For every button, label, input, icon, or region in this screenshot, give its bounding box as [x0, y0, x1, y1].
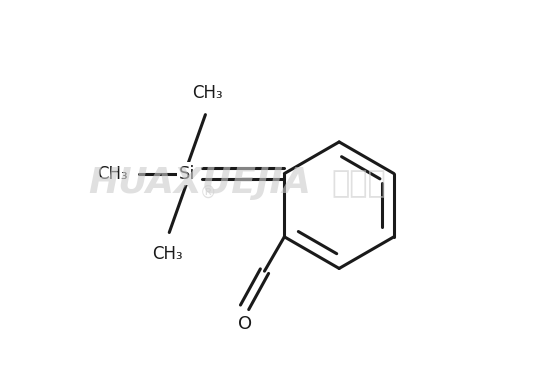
Text: ®: ®: [200, 184, 216, 201]
Text: O: O: [238, 315, 252, 333]
Text: 化学加: 化学加: [331, 169, 386, 198]
Text: HUAXUEJIA: HUAXUEJIA: [88, 167, 311, 200]
Text: CH₃: CH₃: [192, 84, 222, 102]
Text: Si: Si: [179, 164, 196, 182]
Text: CH₃: CH₃: [97, 164, 127, 182]
Text: CH₃: CH₃: [152, 245, 183, 263]
